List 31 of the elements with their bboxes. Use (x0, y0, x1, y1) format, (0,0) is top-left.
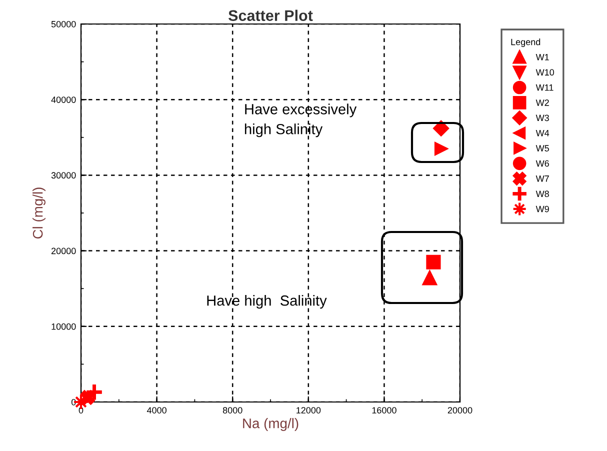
x-tick-label: 8000 (222, 407, 242, 414)
y-tick-label: 10000 (52, 323, 76, 330)
x-tick-label: 20000 (448, 407, 472, 414)
point (422, 270, 437, 286)
legend-label: W3 (536, 114, 549, 122)
x-tick-label: 16000 (372, 407, 396, 414)
legend-label: W5 (536, 145, 549, 152)
y-tick-label: 30000 (51, 172, 76, 179)
x-tick-label: 12000 (296, 407, 321, 414)
annotation: Have excessively high Salinity (244, 104, 357, 138)
legend-label: W10 (536, 69, 554, 76)
legend-title: Legend (511, 38, 540, 47)
legend-label: W2 (536, 100, 549, 106)
x-tick-label: 4000 (146, 407, 166, 414)
point (84, 382, 104, 402)
y-tick-label: 50000 (51, 20, 76, 28)
y-tick-label: 40000 (51, 96, 76, 103)
legend-label: W7 (536, 176, 549, 182)
legend-label: W8 (536, 190, 549, 198)
annotation: Have high Salinity (207, 295, 327, 309)
point (433, 120, 449, 136)
legend-label: W9 (536, 206, 549, 212)
legend-label: W11 (536, 84, 554, 91)
y-axis-title: Cl (mg/l) (32, 188, 46, 239)
legend-label: W6 (536, 160, 549, 167)
y-tick-label: 20000 (51, 248, 76, 254)
legend-label: W4 (536, 130, 550, 136)
chart-title: Scatter Plot (228, 10, 313, 21)
legend-label: W1 (536, 54, 549, 60)
x-axis-title: Na (mg/l) (243, 418, 298, 431)
point (426, 254, 441, 270)
